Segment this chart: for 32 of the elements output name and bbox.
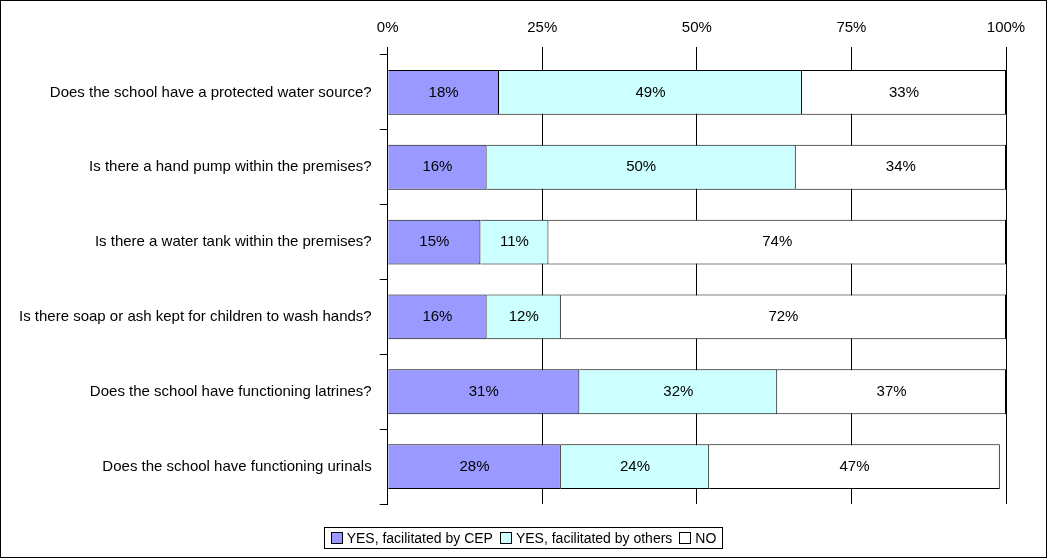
y-tick-label: Does the school have functioning latrines?	[89, 381, 372, 399]
data-label: 47%	[839, 456, 870, 474]
legend-label: YES, facilitated by CEP	[346, 530, 493, 546]
x-tick-label: 0%	[376, 18, 399, 36]
data-label: 34%	[885, 157, 916, 175]
data-label: 72%	[768, 307, 799, 325]
data-label: 28%	[459, 456, 490, 474]
y-tick-label: Does the school have functioning urinals	[102, 456, 372, 474]
text: NO	[695, 530, 717, 546]
data-label: 33%	[888, 82, 919, 100]
data-label: 16%	[422, 307, 453, 325]
x-tick-label: 25%	[527, 18, 558, 36]
data-label: 37%	[876, 381, 907, 399]
x-tick-label: 75%	[836, 18, 867, 36]
data-label: 74%	[762, 232, 793, 250]
y-tick-label: Is there a hand pump within the premises?	[89, 157, 372, 175]
x-tick-label: 50%	[681, 18, 712, 36]
data-label: 12%	[508, 307, 539, 325]
data-label: 11%	[499, 232, 529, 250]
data-label: 31%	[468, 381, 499, 399]
y-tick-label: Is there a water tank within the premises?	[94, 232, 372, 250]
x-tick-label: 100%	[986, 18, 1026, 36]
data-label: 32%	[663, 381, 694, 399]
legend-label: YES, facilitated by others	[515, 530, 673, 546]
y-tick-label: Does the school have a protected water source?	[49, 82, 372, 100]
y-tick-label: Is there soap or ash kept for children to wash hands?	[18, 307, 372, 325]
data-label: 24%	[620, 456, 651, 474]
data-label: 49%	[635, 82, 666, 100]
data-label: 16%	[422, 157, 453, 175]
data-label: 18%	[428, 82, 459, 100]
data-label: 15%	[419, 232, 450, 250]
data-label: 50%	[626, 157, 657, 175]
